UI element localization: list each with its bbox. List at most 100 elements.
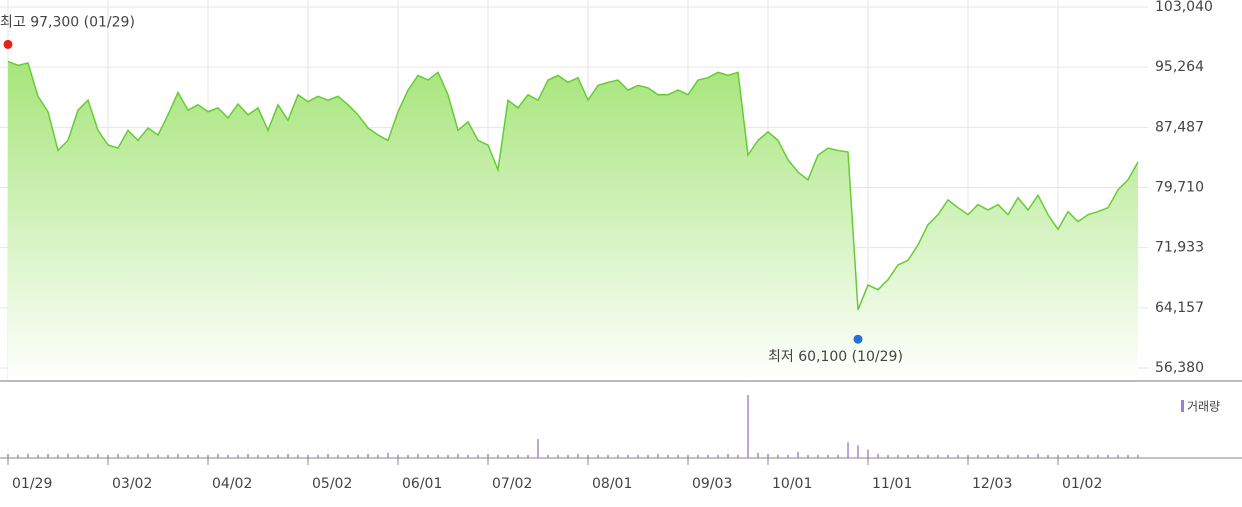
volume-bar [97, 453, 99, 458]
x-tick-label: 11/01 [872, 476, 912, 492]
volume-bar [1037, 453, 1039, 458]
volume-bar [647, 454, 649, 458]
volume-bar [197, 454, 199, 458]
x-tick-label: 12/03 [972, 476, 1012, 492]
volume-bar [937, 454, 939, 458]
volume-bar [57, 454, 59, 458]
volume-bar [277, 454, 279, 458]
volume-bar [347, 454, 349, 458]
volume-bar [47, 453, 49, 458]
volume-bar [247, 453, 249, 458]
volume-bar [127, 454, 129, 458]
volume-bar [837, 454, 839, 458]
volume-bar [1107, 454, 1109, 458]
volume-bar [677, 454, 679, 458]
x-tick-label: 05/02 [312, 476, 352, 492]
x-tick-label: 03/02 [112, 476, 152, 492]
volume-bar [847, 442, 849, 458]
y-tick-label: 56,380 [1155, 360, 1204, 376]
volume-bar [927, 454, 929, 458]
volume-bar [17, 454, 19, 458]
volume-bar [227, 454, 229, 458]
volume-bar [1007, 454, 1009, 458]
volume-bar [217, 453, 219, 458]
volume-bar [407, 454, 409, 458]
price-area [8, 61, 1138, 381]
volume-bar [517, 454, 519, 458]
volume-bar [617, 454, 619, 458]
volume-bar [1047, 454, 1049, 458]
volume-bar [597, 454, 599, 458]
volume-bar [637, 454, 639, 458]
volume-bar [717, 454, 719, 458]
volume-bar [687, 454, 689, 458]
volume-bar [887, 454, 889, 458]
volume-bar [487, 453, 489, 458]
volume-bar [1117, 454, 1119, 458]
volume-bar [777, 454, 779, 458]
x-tick-label: 08/01 [592, 476, 632, 492]
volume-bar [577, 453, 579, 458]
y-tick-label: 87,487 [1155, 119, 1204, 135]
volume-bar [117, 453, 119, 458]
y-tick-label: 64,157 [1155, 300, 1204, 316]
volume-bar [427, 454, 429, 458]
volume-bar [767, 453, 769, 458]
volume-bar [67, 453, 69, 458]
volume-bar [1087, 454, 1089, 458]
volume-bar [187, 454, 189, 458]
x-tick-label: 10/01 [772, 476, 812, 492]
volume-bar [707, 454, 709, 458]
x-tick-label: 04/02 [212, 476, 252, 492]
volume-bar [1067, 454, 1069, 458]
volume-bar [477, 454, 479, 458]
volume-bar [867, 449, 869, 458]
volume-bar [357, 454, 359, 458]
volume-bar [157, 454, 159, 458]
annotation-dot [3, 39, 13, 49]
volume-bar [737, 454, 739, 458]
volume-bar [507, 454, 509, 458]
volume-bar [167, 454, 169, 458]
volume-bar [817, 454, 819, 458]
volume-bar [237, 454, 239, 458]
volume-bar [1017, 454, 1019, 458]
volume-bar [87, 454, 89, 458]
volume-bar [747, 395, 749, 458]
x-tick-label: 09/03 [692, 476, 732, 492]
volume-bar [397, 454, 399, 458]
volume-bar [657, 453, 659, 458]
volume-bar [967, 454, 969, 458]
annotation-label: 최저 60,100 (10/29) [768, 349, 903, 365]
volume-bar [27, 453, 29, 458]
volume-bar [527, 454, 529, 458]
volume-bar [177, 453, 179, 458]
x-tick-label: 01/02 [1062, 476, 1102, 492]
volume-bar [997, 454, 999, 458]
volume-bar [107, 454, 109, 458]
volume-bar [447, 454, 449, 458]
volume-bar [307, 454, 309, 458]
volume-bar [537, 439, 539, 458]
volume-bar [877, 453, 879, 458]
y-tick-label: 103,040 [1155, 0, 1213, 15]
volume-bar [917, 454, 919, 458]
volume-bar [1097, 454, 1099, 458]
volume-bar [567, 454, 569, 458]
volume-bar [1027, 454, 1029, 458]
volume-bar [1127, 454, 1129, 458]
volume-bar [757, 452, 759, 458]
annotation-dot [853, 334, 863, 344]
y-tick-label: 95,264 [1155, 59, 1204, 75]
volume-bar [367, 453, 369, 458]
volume-bar [907, 454, 909, 458]
volume-bar [547, 454, 549, 458]
volume-bar [267, 454, 269, 458]
volume-bar [207, 454, 209, 458]
volume-bar [807, 454, 809, 458]
volume-bar [987, 454, 989, 458]
volume-bar [337, 454, 339, 458]
volume-bar [437, 454, 439, 458]
volume-bar [377, 454, 379, 458]
